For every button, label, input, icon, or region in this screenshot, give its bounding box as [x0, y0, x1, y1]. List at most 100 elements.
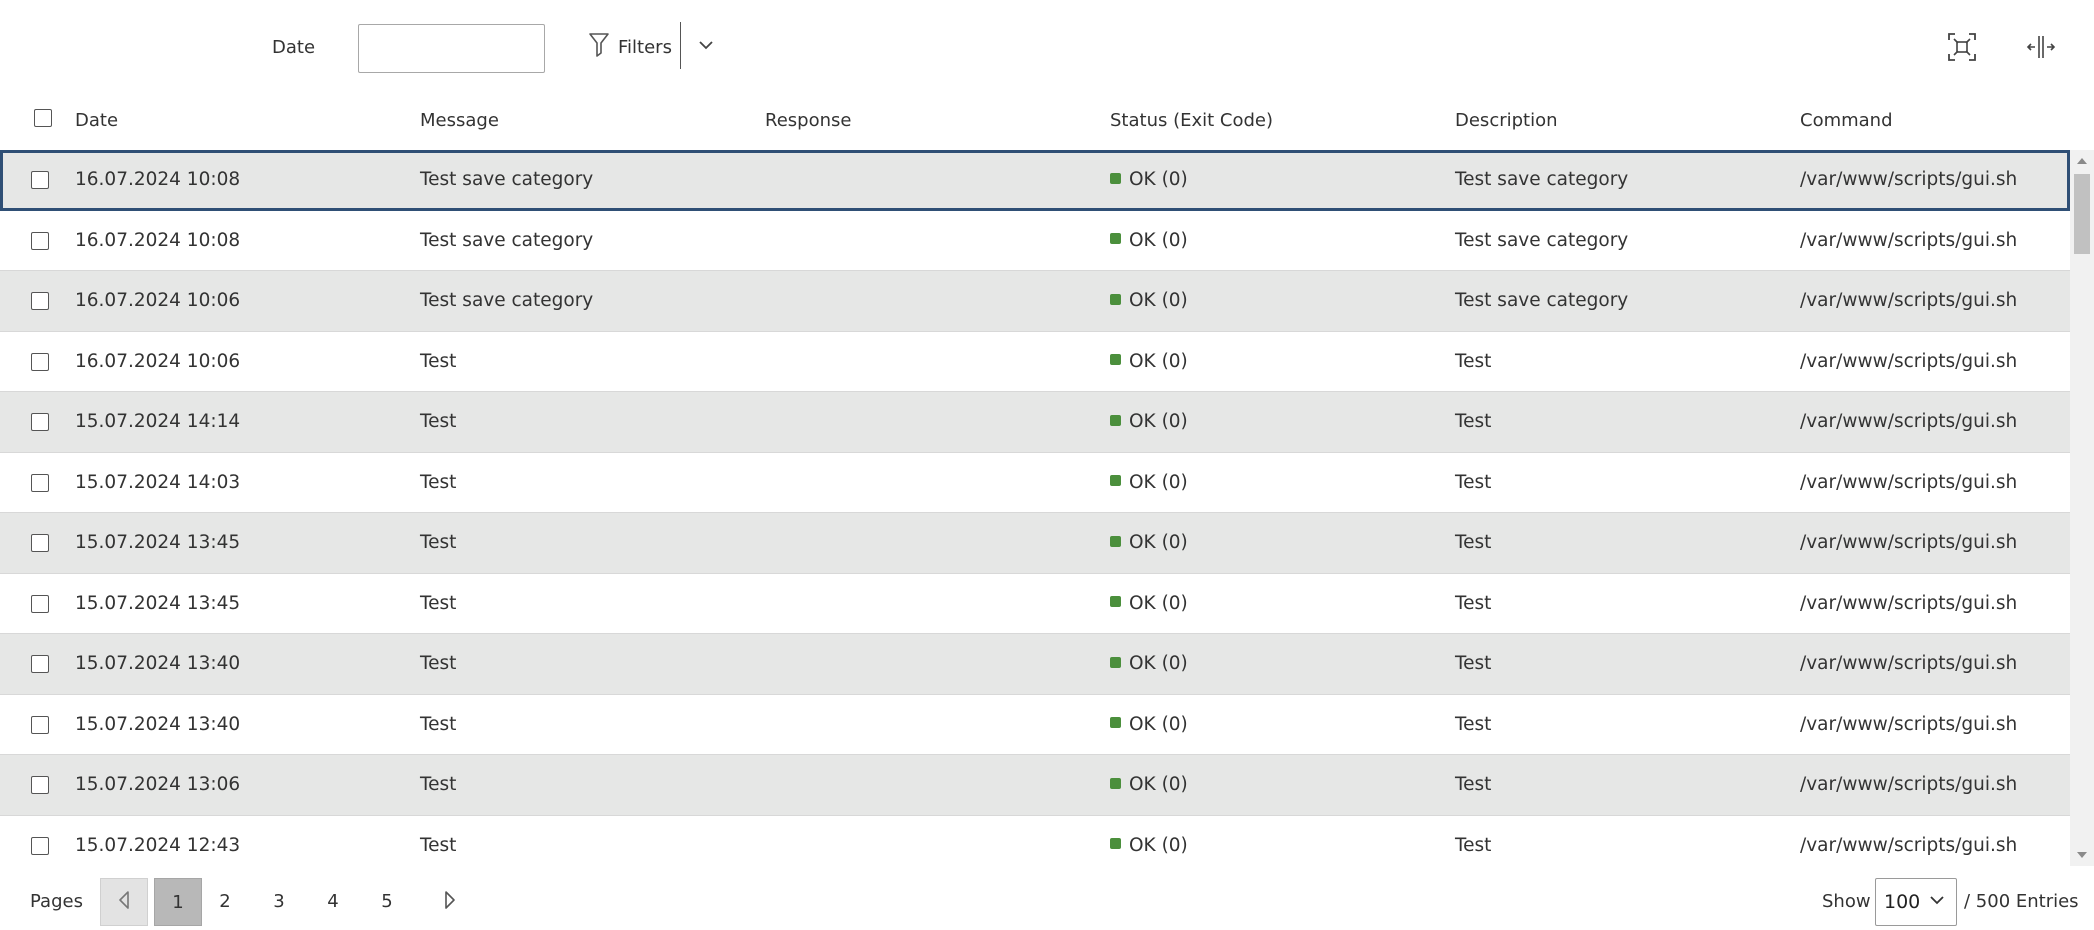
page-button-4[interactable]: 4 — [327, 891, 339, 912]
table-row[interactable]: 16.07.2024 10:08 Test save category OK (0)… — [0, 150, 2070, 211]
scroll-down-arrow-icon[interactable] — [2077, 852, 2087, 858]
row-checkbox[interactable] — [31, 292, 49, 310]
cell-description: Test — [1455, 713, 1492, 735]
filters-divider — [680, 22, 681, 69]
status-ok-indicator-icon — [1110, 656, 1121, 668]
table-row[interactable]: 16.07.2024 10:06 Test save category OK (0)… — [0, 271, 2070, 332]
table-row[interactable]: 15.07.2024 12:43 Test OK (0) Test/var/www/s… — [0, 816, 2070, 865]
cell-command: /var/www/scripts/gui.sh — [1800, 834, 2018, 856]
cell-date: 15.07.2024 13:40 — [75, 713, 241, 735]
table-row[interactable]: 15.07.2024 13:45 Test OK (0) Test/var/www/s… — [0, 513, 2070, 574]
show-label: Show — [1822, 891, 1871, 912]
column-resize-icon — [2024, 36, 2058, 69]
cell-date: 15.07.2024 12:43 — [75, 834, 241, 856]
cell-status: OK (0) — [1110, 271, 1188, 331]
status-text: OK (0) — [1129, 350, 1188, 372]
cell-command: /var/www/scripts/gui.sh — [1800, 653, 2018, 674]
cell-message: Test save category — [420, 229, 594, 251]
row-checkbox[interactable] — [31, 534, 49, 552]
status-text: OK (0) — [1129, 713, 1188, 735]
table-row[interactable]: 15.07.2024 13:06 Test OK (0) Test/var/www/s… — [0, 755, 2070, 816]
cell-date: 16.07.2024 10:08 — [75, 229, 241, 251]
cell-date: 16.07.2024 10:06 — [75, 290, 241, 311]
table-row[interactable]: 15.07.2024 13:45 Test OK (0) Test/var/www/s… — [0, 574, 2070, 634]
cell-date: 15.07.2024 13:45 — [75, 592, 241, 614]
cell-description: Test — [1455, 411, 1492, 432]
column-resize-button[interactable] — [2024, 30, 2058, 64]
cell-command: /var/www/scripts/gui.sh — [1800, 411, 2018, 432]
row-checkbox[interactable] — [31, 231, 49, 250]
filter-funnel-icon — [588, 32, 610, 63]
chevron-right-icon — [442, 889, 458, 916]
cell-command: /var/www/scripts/gui.sh — [1800, 290, 2018, 311]
status-ok-indicator-icon — [1110, 172, 1121, 184]
fullscreen-button[interactable] — [1945, 30, 1979, 64]
row-checkbox[interactable] — [31, 836, 49, 855]
page-button-2[interactable]: 2 — [219, 891, 231, 912]
select-all-checkbox[interactable] — [34, 109, 52, 127]
row-checkbox[interactable] — [31, 594, 49, 613]
next-page-button[interactable] — [430, 878, 470, 926]
page-button-1[interactable]: 1 — [154, 878, 202, 926]
table-row[interactable]: 15.07.2024 13:40 Test OK (0) Test/var/www/s… — [0, 695, 2070, 755]
scrollbar-thumb[interactable] — [2074, 174, 2090, 254]
cell-message: Test — [420, 713, 457, 735]
date-filter-input[interactable] — [358, 24, 545, 73]
cell-description: Test — [1455, 834, 1492, 856]
status-text: OK (0) — [1129, 774, 1188, 795]
column-header-status[interactable]: Status (Exit Code) — [1110, 110, 1274, 131]
column-header-response[interactable]: Response — [765, 110, 852, 131]
row-checkbox[interactable] — [31, 655, 49, 673]
cell-command: /var/www/scripts/gui.sh — [1800, 592, 2018, 614]
cell-description: Test save category — [1455, 169, 1629, 190]
cell-command: /var/www/scripts/gui.sh — [1800, 774, 2018, 795]
table-row[interactable]: 16.07.2024 10:08 Test save category OK (0)… — [0, 211, 2070, 271]
row-checkbox[interactable] — [31, 352, 49, 371]
cell-message: Test — [420, 471, 457, 493]
cell-command: /var/www/scripts/gui.sh — [1800, 532, 2018, 553]
table-row[interactable]: 16.07.2024 10:06 Test OK (0) Test/var/www/s… — [0, 332, 2070, 392]
cell-command: /var/www/scripts/gui.sh — [1800, 350, 2018, 372]
column-header-date[interactable]: Date — [75, 110, 119, 131]
row-checkbox[interactable] — [31, 776, 49, 794]
cell-status: OK (0) — [1110, 816, 1188, 865]
status-text: OK (0) — [1129, 834, 1188, 856]
previous-page-button[interactable] — [100, 878, 148, 926]
filters-button-label: Filters — [618, 36, 672, 58]
status-ok-indicator-icon — [1110, 777, 1121, 789]
row-checkbox[interactable] — [31, 473, 49, 492]
column-header-description[interactable]: Description — [1455, 110, 1558, 131]
status-text: OK (0) — [1129, 592, 1188, 614]
table-row[interactable]: 15.07.2024 13:40 Test OK (0) Test/var/www/s… — [0, 634, 2070, 695]
scroll-up-arrow-icon[interactable] — [2077, 158, 2087, 164]
cell-description: Test save category — [1455, 229, 1629, 251]
row-checkbox[interactable] — [31, 413, 49, 431]
cell-command: /var/www/scripts/gui.sh — [1800, 471, 2018, 493]
cell-description: Test — [1455, 653, 1492, 674]
cell-message: Test — [420, 774, 457, 795]
table-header: Date Message Response Status (Exit Code)… — [0, 92, 2070, 150]
status-ok-indicator-icon — [1110, 414, 1121, 426]
row-checkbox[interactable] — [31, 171, 49, 189]
pages-label: Pages — [30, 891, 83, 912]
cell-description: Test — [1455, 350, 1492, 372]
page-size-select[interactable]: 100 — [1875, 878, 1957, 926]
table-row[interactable]: 15.07.2024 14:14 Test OK (0) Test/var/www/s… — [0, 392, 2070, 453]
row-checkbox[interactable] — [31, 715, 49, 734]
page-button-3[interactable]: 3 — [273, 891, 285, 912]
cell-date: 16.07.2024 10:08 — [75, 169, 241, 190]
cell-status: OK (0) — [1110, 150, 1188, 210]
cell-description: Test — [1455, 471, 1492, 493]
cell-status: OK (0) — [1110, 574, 1188, 634]
column-header-message[interactable]: Message — [420, 110, 499, 131]
cell-status: OK (0) — [1110, 392, 1188, 452]
table-row[interactable]: 15.07.2024 14:03 Test OK (0) Test/var/www/s… — [0, 453, 2070, 513]
cell-date: 15.07.2024 13:06 — [75, 774, 241, 795]
table-scrollbar[interactable] — [2070, 150, 2094, 866]
column-header-command[interactable]: Command — [1800, 110, 1893, 131]
cell-date: 15.07.2024 13:45 — [75, 532, 241, 553]
page-button-5[interactable]: 5 — [381, 891, 393, 912]
cell-message: Test save category — [420, 290, 594, 311]
filters-button[interactable]: Filters — [588, 30, 672, 64]
filters-dropdown-toggle[interactable] — [693, 32, 719, 58]
